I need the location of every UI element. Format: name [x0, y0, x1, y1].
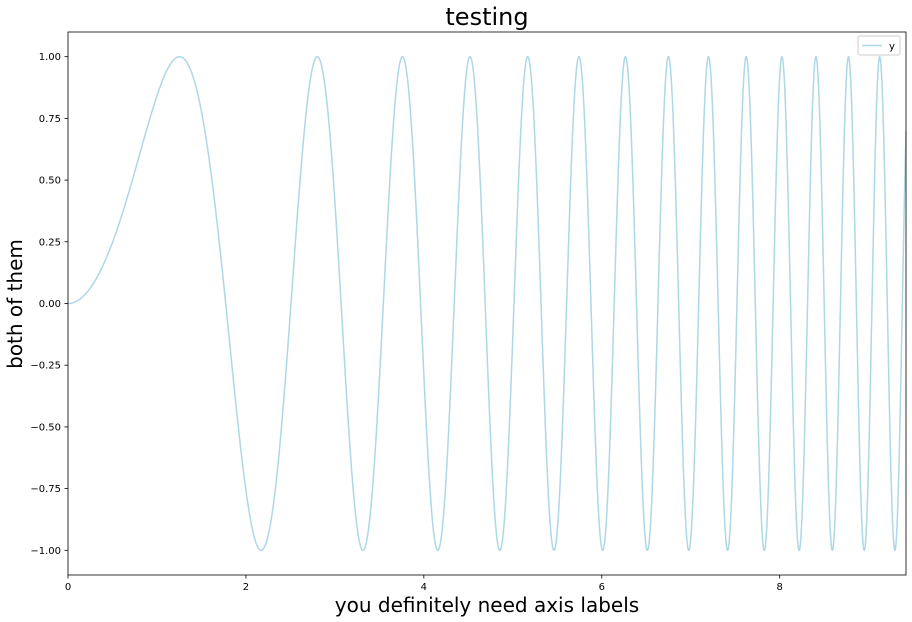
y-tick-label: 0.75 — [39, 114, 61, 125]
x-tick-label: 2 — [243, 582, 249, 593]
y-tick-label: 0.25 — [39, 237, 61, 248]
chart-title: testing — [445, 3, 528, 31]
y-tick-label: 0.00 — [39, 299, 61, 310]
y-tick-label: −0.75 — [30, 484, 61, 495]
y-axis-label: both of them — [3, 239, 27, 369]
x-tick-label: 6 — [599, 582, 605, 593]
legend: y — [857, 35, 901, 56]
x-axis: 0 2 4 6 8 — [65, 575, 783, 593]
x-tick-label: 8 — [776, 582, 782, 593]
plot-area — [68, 55, 907, 552]
y-tick-label: −0.50 — [30, 422, 61, 433]
y-axis: −1.00 −0.75 −0.50 −0.25 0.00 0.25 0.50 0.75 1.00 — [30, 52, 68, 557]
x-tick-label: 4 — [421, 582, 427, 593]
x-axis-label: you definitely need axis labels — [335, 593, 639, 617]
series-line-y — [68, 55, 907, 552]
y-tick-label: −0.25 — [30, 361, 61, 372]
x-tick-label: 0 — [65, 582, 71, 593]
axes-frame — [67, 31, 907, 576]
y-tick-label: 1.00 — [39, 52, 61, 63]
y-tick-label: −1.00 — [30, 546, 61, 557]
y-tick-label: 0.50 — [39, 176, 61, 187]
legend-label-y: y — [889, 42, 895, 53]
